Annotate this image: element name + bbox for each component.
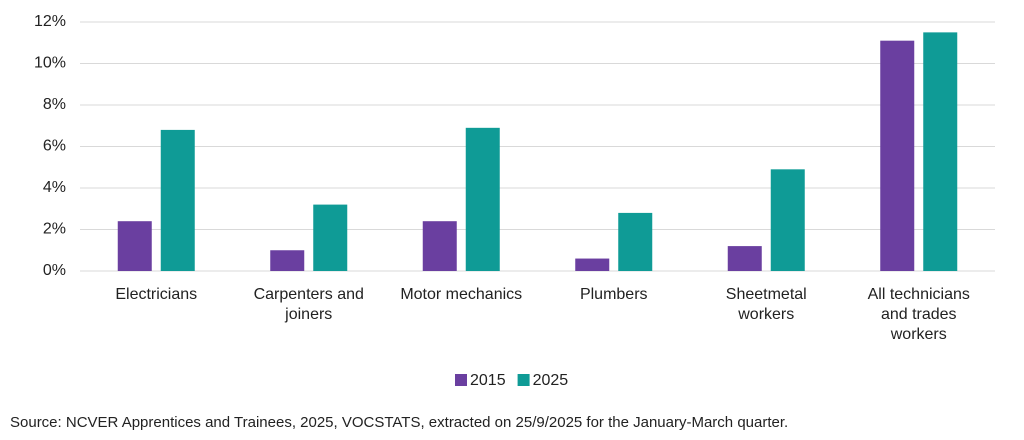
- y-tick-label: 12%: [34, 13, 66, 30]
- legend-label: 2015: [470, 372, 506, 389]
- y-tick-label: 8%: [43, 96, 66, 113]
- bar: [313, 204, 348, 271]
- y-tick-label: 6%: [43, 138, 66, 155]
- bar: [465, 127, 500, 271]
- bar: [117, 221, 152, 271]
- x-tick-label: Plumbers: [579, 286, 648, 303]
- legend-swatch: [517, 374, 530, 386]
- bar: [160, 129, 195, 271]
- bar: [727, 246, 762, 271]
- x-tick-label: Motor mechanics: [400, 286, 523, 303]
- bar: [923, 32, 958, 271]
- x-tick-label: Sheetmetal workers: [725, 286, 807, 323]
- y-tick-label: 0%: [43, 262, 66, 279]
- bar: [770, 169, 805, 271]
- x-tick-label: Electricians: [115, 286, 198, 303]
- legend-label: 2025: [533, 372, 569, 389]
- x-tick-label: All technicians and trades workers: [867, 286, 970, 343]
- source-note: Source: NCVER Apprentices and Trainees, …: [10, 414, 788, 431]
- bar: [880, 40, 915, 271]
- bar: [575, 258, 610, 271]
- bar: [618, 212, 653, 271]
- y-tick-label: 4%: [43, 179, 66, 196]
- bar: [270, 250, 305, 271]
- legend-swatch: [455, 374, 467, 386]
- x-tick-label: Carpenters and joiners: [253, 286, 364, 323]
- y-tick-label: 10%: [34, 55, 66, 72]
- y-tick-label: 2%: [43, 221, 66, 238]
- bar: [422, 221, 457, 271]
